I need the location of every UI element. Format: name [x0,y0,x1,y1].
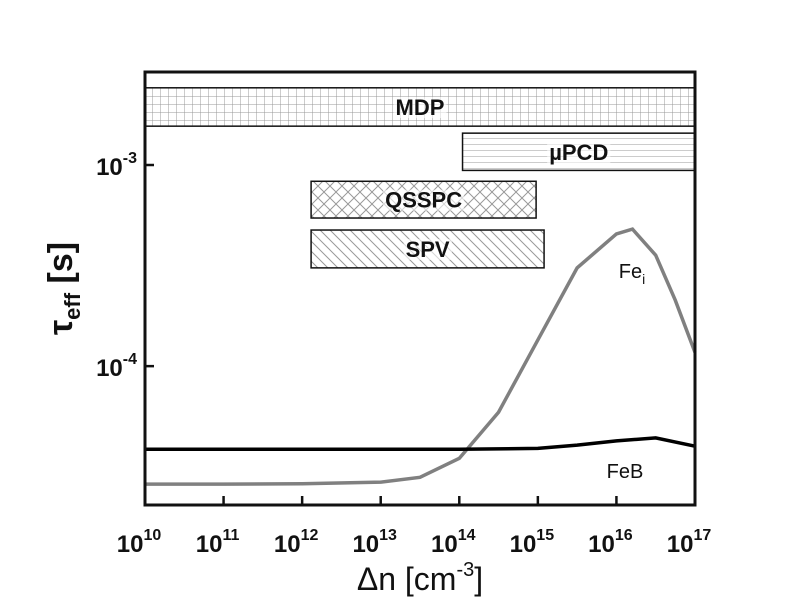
x-tick-base: 10 [667,531,694,558]
series-label: FeB [607,461,644,483]
series-name: Fe [619,261,642,283]
x-tick-exp: 15 [536,527,554,544]
band-label-bg [393,96,447,118]
x-tick-label: 1016 [588,527,633,558]
x-tick-exp: 13 [379,527,397,544]
x-tick-base: 10 [117,531,144,558]
x-axis-label-part: Δn [cm [357,561,457,597]
band-label: SPV [406,237,450,262]
range-band [461,132,696,172]
x-tick-label: 1017 [667,527,712,558]
x-tick-exp: 10 [143,527,161,544]
x-tick-base: 10 [431,531,458,558]
x-axis-label: Δn [cm-3] [357,559,483,597]
x-tick-base: 10 [352,531,379,558]
x-tick-exp: 11 [222,527,239,544]
y-axis-label-part: eff [60,292,85,320]
x-tick-label: 1013 [352,527,397,558]
x-tick-base: 10 [196,531,223,558]
band-label-bg [403,238,452,260]
x-tick-label: 1010 [117,527,162,558]
series-label: Fei [619,261,645,287]
plot-frame [143,70,697,507]
line [145,436,696,452]
y-tick-exp: -4 [123,351,137,368]
y-tick-exp: -3 [123,150,137,167]
y-axis-label-part: [s] [42,242,80,293]
x-axis-label-part: ] [474,561,483,597]
x-tick-exp: 16 [615,527,633,544]
x-tick-exp: 14 [458,527,476,544]
band-label: QSSPC [385,188,462,213]
y-tick-base: 10 [96,154,123,181]
x-tick-label: 1012 [274,527,319,558]
x-tick-label: 1011 [196,527,240,558]
line [145,227,697,486]
x-tick-base: 10 [510,531,537,558]
x-tick-exp: 12 [301,527,319,544]
series-name: FeB [607,461,644,483]
x-tick-exp: 17 [693,527,711,544]
x-tick-label: 1015 [510,527,555,558]
x-tick-base: 10 [588,531,615,558]
band-label-bg [547,141,611,163]
band-label-bg [383,189,465,211]
band-label: MDP [396,95,445,120]
y-tick-label: 10-3 [96,150,137,181]
y-axis-label: τeff [s] [42,242,85,335]
y-axis-label-part: τ [42,320,80,335]
y-tick-base: 10 [96,355,123,382]
x-tick-base: 10 [274,531,301,558]
y-tick-label: 10-4 [96,351,137,382]
series-name-sub: i [642,271,645,287]
band-label: µPCD [549,140,608,165]
x-axis-label-part: -3 [456,559,474,581]
x-tick-label: 1014 [431,527,476,558]
